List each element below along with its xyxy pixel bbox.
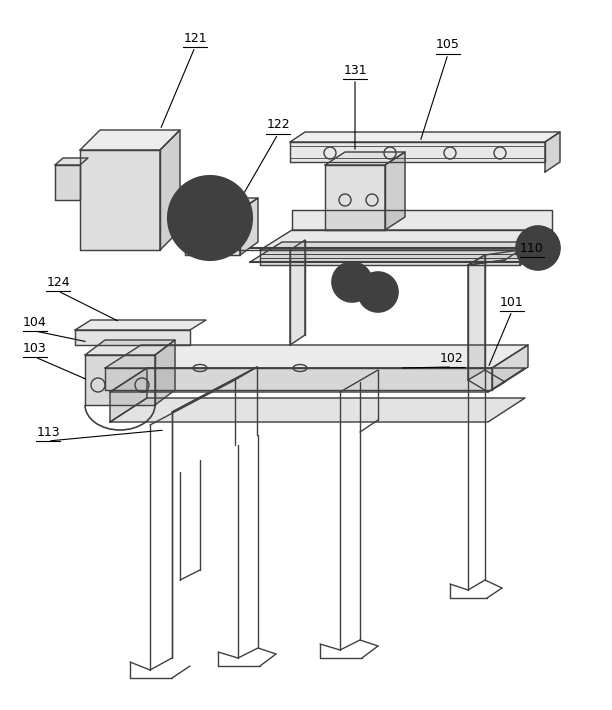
Polygon shape: [292, 210, 552, 230]
Text: 110: 110: [520, 241, 544, 254]
Text: 113: 113: [36, 425, 60, 439]
Polygon shape: [105, 345, 528, 368]
Polygon shape: [492, 345, 528, 390]
Polygon shape: [105, 368, 492, 390]
Circle shape: [332, 262, 372, 302]
Polygon shape: [260, 230, 552, 250]
Polygon shape: [55, 158, 88, 165]
Polygon shape: [250, 242, 552, 262]
Polygon shape: [75, 320, 206, 330]
Polygon shape: [290, 132, 560, 142]
Text: 121: 121: [183, 31, 207, 45]
Polygon shape: [290, 142, 545, 162]
Text: 122: 122: [266, 119, 290, 131]
Polygon shape: [110, 368, 525, 392]
Polygon shape: [185, 210, 240, 255]
Polygon shape: [55, 165, 80, 200]
Circle shape: [182, 190, 238, 246]
Text: 105: 105: [436, 38, 460, 52]
Text: 131: 131: [343, 63, 367, 77]
Polygon shape: [385, 152, 405, 230]
Polygon shape: [185, 198, 258, 210]
Polygon shape: [110, 368, 147, 422]
Polygon shape: [155, 340, 175, 405]
Polygon shape: [520, 230, 552, 265]
Text: 101: 101: [500, 295, 524, 309]
Polygon shape: [160, 130, 180, 250]
Polygon shape: [325, 165, 385, 230]
Circle shape: [368, 282, 388, 302]
Circle shape: [200, 208, 220, 228]
Polygon shape: [80, 130, 180, 150]
Polygon shape: [80, 150, 160, 250]
Polygon shape: [468, 255, 485, 380]
Circle shape: [526, 236, 550, 260]
Polygon shape: [468, 250, 520, 265]
Circle shape: [358, 272, 398, 312]
Polygon shape: [85, 355, 155, 405]
Polygon shape: [75, 330, 190, 345]
Polygon shape: [325, 152, 405, 165]
Polygon shape: [240, 198, 258, 255]
Text: 124: 124: [46, 275, 70, 288]
Text: 102: 102: [440, 351, 464, 364]
Polygon shape: [85, 340, 175, 355]
Circle shape: [342, 272, 362, 292]
Polygon shape: [260, 250, 520, 265]
Text: 104: 104: [23, 315, 47, 329]
Polygon shape: [110, 398, 525, 422]
Polygon shape: [290, 240, 305, 345]
Text: 103: 103: [23, 342, 47, 354]
Circle shape: [168, 176, 252, 260]
Polygon shape: [545, 132, 560, 172]
Circle shape: [516, 226, 560, 270]
